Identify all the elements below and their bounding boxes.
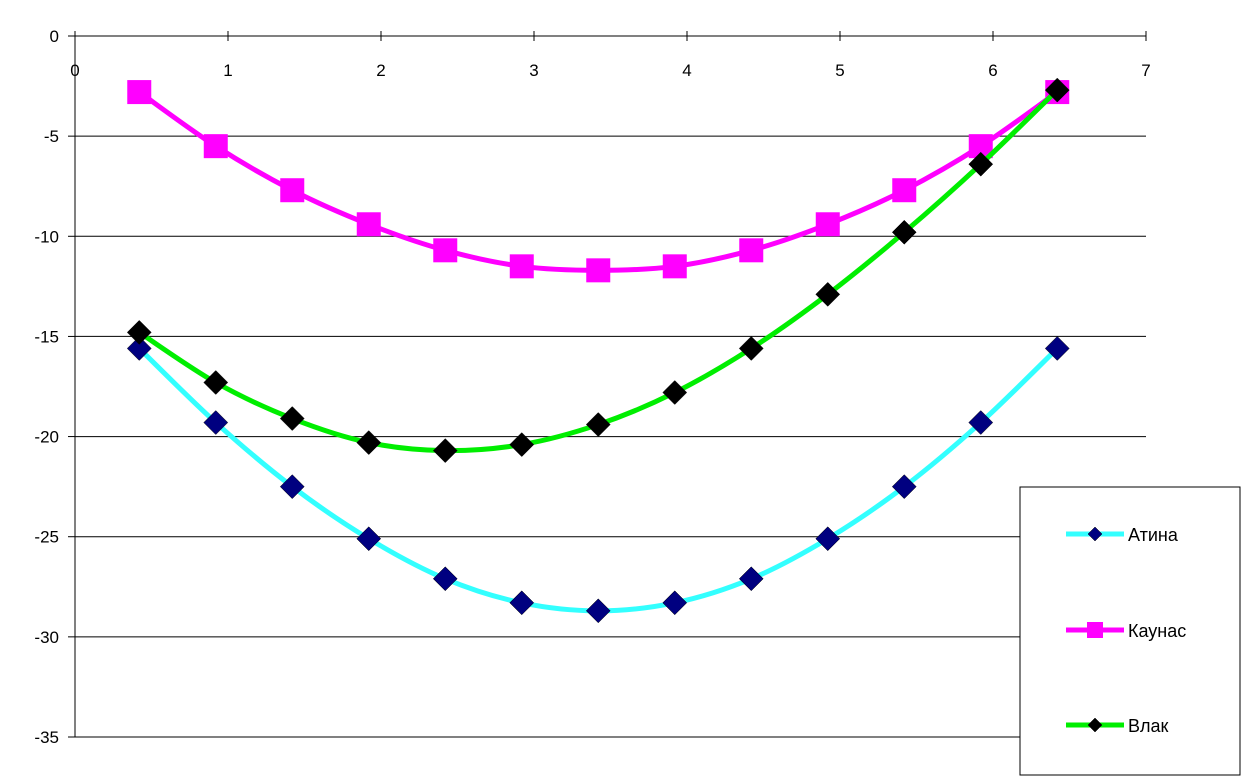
data-point-2-4 xyxy=(432,438,458,463)
data-point-0-5 xyxy=(509,590,535,616)
series-line-1 xyxy=(137,90,1059,273)
data-point-1-1 xyxy=(203,134,228,159)
y-tick-label-2: -10 xyxy=(34,227,59,246)
x-tick-label-5: 5 xyxy=(835,61,844,80)
series-line-0 xyxy=(137,346,1059,614)
data-point-2-0 xyxy=(126,320,152,345)
data-point-1-9 xyxy=(815,212,840,237)
series-2 xyxy=(126,77,1070,463)
y-tick-label-1: -5 xyxy=(44,127,59,146)
data-point-1-4 xyxy=(433,238,458,263)
data-point-2-11 xyxy=(968,151,994,177)
data-point-0-10 xyxy=(891,474,917,499)
data-point-0-2 xyxy=(279,474,305,499)
data-point-0-6 xyxy=(585,598,611,624)
x-tick-label-0: 0 xyxy=(70,61,79,80)
data-point-0-11 xyxy=(968,410,994,435)
data-point-2-7 xyxy=(662,380,688,405)
legend-label-1: Каунас xyxy=(1128,621,1186,641)
data-point-1-3 xyxy=(356,212,381,237)
series-1 xyxy=(127,80,1070,283)
data-point-0-4 xyxy=(432,566,458,592)
legend-marker-2 xyxy=(1087,717,1103,733)
y-tick-label-0: 0 xyxy=(50,27,59,46)
data-point-2-1 xyxy=(203,370,229,395)
data-point-2-9 xyxy=(815,282,841,307)
data-point-2-3 xyxy=(356,430,382,455)
series-0 xyxy=(126,336,1070,624)
y-tick-label-7: -35 xyxy=(34,728,59,747)
data-point-1-2 xyxy=(280,178,305,203)
legend-marker-1 xyxy=(1087,622,1103,638)
x-tick-label-2: 2 xyxy=(376,61,385,80)
data-point-1-6 xyxy=(586,258,611,283)
gridlines xyxy=(75,135,1146,738)
data-point-2-12 xyxy=(1044,77,1070,103)
data-point-0-8 xyxy=(738,566,764,592)
data-point-0-0 xyxy=(126,336,152,361)
data-point-1-5 xyxy=(509,254,534,279)
legend-label-2: Влак xyxy=(1128,716,1169,736)
y-tick-label-3: -15 xyxy=(34,327,59,346)
series-group xyxy=(126,77,1070,624)
data-point-2-8 xyxy=(738,336,764,361)
data-point-2-6 xyxy=(585,412,611,437)
x-tick-label-1: 1 xyxy=(223,61,232,80)
data-point-1-8 xyxy=(739,238,764,263)
y-tick-label-4: -20 xyxy=(34,428,59,447)
x-tick-label-6: 6 xyxy=(988,61,997,80)
data-point-0-9 xyxy=(815,526,841,552)
legend-label-0: Атина xyxy=(1128,525,1179,545)
data-point-0-12 xyxy=(1044,336,1070,361)
data-point-2-2 xyxy=(279,406,305,431)
data-point-0-1 xyxy=(203,410,229,435)
data-point-2-10 xyxy=(891,219,917,245)
data-point-1-10 xyxy=(892,178,917,203)
y-tick-label-5: -25 xyxy=(34,528,59,547)
x-tick-label-4: 4 xyxy=(682,61,691,80)
axes: 0 1 2 3 4 5 6 7 0 -5 -10 -15 -20 -25 -30 -35 xyxy=(34,27,1150,747)
legend: Атина Каунас Влак xyxy=(1019,486,1241,776)
data-point-2-5 xyxy=(509,432,535,457)
data-point-1-0 xyxy=(127,80,152,105)
y-tick-label-6: -30 xyxy=(34,628,59,647)
legend-box xyxy=(1019,486,1241,776)
legend-marker-0 xyxy=(1087,526,1103,542)
x-tick-label-3: 3 xyxy=(529,61,538,80)
data-point-1-7 xyxy=(662,254,687,279)
data-point-0-3 xyxy=(356,526,382,552)
x-tick-label-7: 7 xyxy=(1141,61,1150,80)
data-point-0-7 xyxy=(662,590,688,616)
